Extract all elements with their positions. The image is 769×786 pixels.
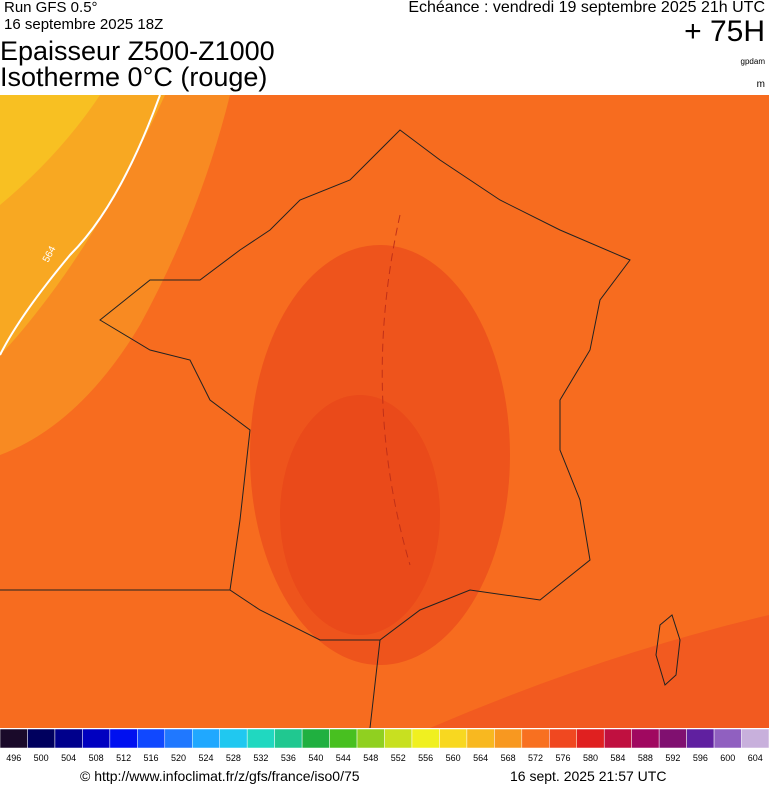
color-swatch — [54, 728, 83, 749]
color-swatch — [246, 728, 275, 749]
coastline — [0, 589, 381, 728]
color-swatch — [439, 728, 468, 749]
color-swatch — [192, 728, 220, 749]
scale-label: 528 — [226, 753, 241, 763]
title-line1: Epaisseur Z500-Z1000 — [0, 36, 275, 66]
zone-warmest — [280, 395, 440, 635]
zone-southeast — [430, 615, 769, 728]
map: 564 — [0, 95, 769, 728]
scale-label: 592 — [665, 753, 680, 763]
france-outline — [99, 129, 631, 641]
scale-label: 532 — [253, 753, 268, 763]
scale-label: 576 — [556, 753, 571, 763]
scale-label: 512 — [116, 753, 131, 763]
lead-time: + 75H — [684, 15, 765, 48]
scale-label: 544 — [336, 753, 351, 763]
color-swatch — [274, 728, 303, 749]
scale-label: 548 — [363, 753, 378, 763]
scale-label: 596 — [693, 753, 708, 763]
color-swatch — [384, 728, 413, 749]
color-swatch — [27, 728, 56, 749]
color-swatch — [0, 728, 28, 749]
scale-label: 516 — [144, 753, 159, 763]
run-label: Run GFS 0.5° — [4, 0, 98, 16]
scale-label: 524 — [198, 753, 213, 763]
scale-label: 588 — [638, 753, 653, 763]
scale-label: 520 — [171, 753, 186, 763]
color-swatch — [109, 728, 138, 749]
color-swatch — [713, 728, 742, 749]
scale-label: 496 — [6, 753, 21, 763]
color-swatch — [82, 728, 111, 749]
color-swatch — [466, 728, 495, 749]
color-swatch — [576, 728, 605, 749]
scale-label: 552 — [391, 753, 406, 763]
color-scale: 496 500 504 508 512 516 520 524 528 532 536 540 544 5… — [0, 728, 769, 763]
color-swatch — [494, 728, 523, 749]
color-swatch — [521, 728, 550, 749]
scale-label: 556 — [418, 753, 433, 763]
forecast-time: Echéance : vendredi 19 septembre 2025 21… — [408, 0, 765, 16]
scale-label: 604 — [748, 753, 763, 763]
scale-label: 508 — [89, 753, 104, 763]
scale-label: 560 — [446, 753, 461, 763]
color-swatch — [549, 728, 577, 749]
color-swatch — [603, 728, 632, 749]
color-swatch — [219, 728, 248, 749]
color-swatch — [686, 728, 715, 749]
scale-label: 564 — [473, 753, 488, 763]
scale-label: 536 — [281, 753, 296, 763]
scale-label: 600 — [720, 753, 735, 763]
title-line2: Isotherme 0°C (rouge) — [0, 62, 268, 92]
color-swatch — [411, 728, 440, 749]
color-swatch — [137, 728, 166, 749]
color-swatch — [631, 728, 660, 749]
run-date: 16 septembre 2025 18Z — [4, 16, 164, 33]
color-swatch — [356, 728, 385, 749]
scale-label: 540 — [308, 753, 323, 763]
color-swatch — [658, 728, 687, 749]
footer-timestamp: 16 sept. 2025 21:57 UTC — [510, 768, 667, 784]
color-swatch — [164, 728, 193, 749]
scale-label: 584 — [610, 753, 625, 763]
corsica — [655, 614, 681, 686]
scale-label: 580 — [583, 753, 598, 763]
scale-label: 500 — [34, 753, 49, 763]
zone-yellow — [0, 95, 100, 205]
unit-top: gpdam — [740, 57, 765, 66]
color-swatch — [741, 728, 769, 749]
scale-label: 572 — [528, 753, 543, 763]
scale-label: 568 — [501, 753, 516, 763]
color-swatch — [329, 728, 358, 749]
color-swatch — [301, 728, 330, 749]
unit-bottom: m — [756, 79, 765, 90]
footer-url: © http://www.infoclimat.fr/z/gfs/france/… — [80, 768, 360, 784]
scale-label: 504 — [61, 753, 76, 763]
contour-line — [0, 95, 161, 356]
